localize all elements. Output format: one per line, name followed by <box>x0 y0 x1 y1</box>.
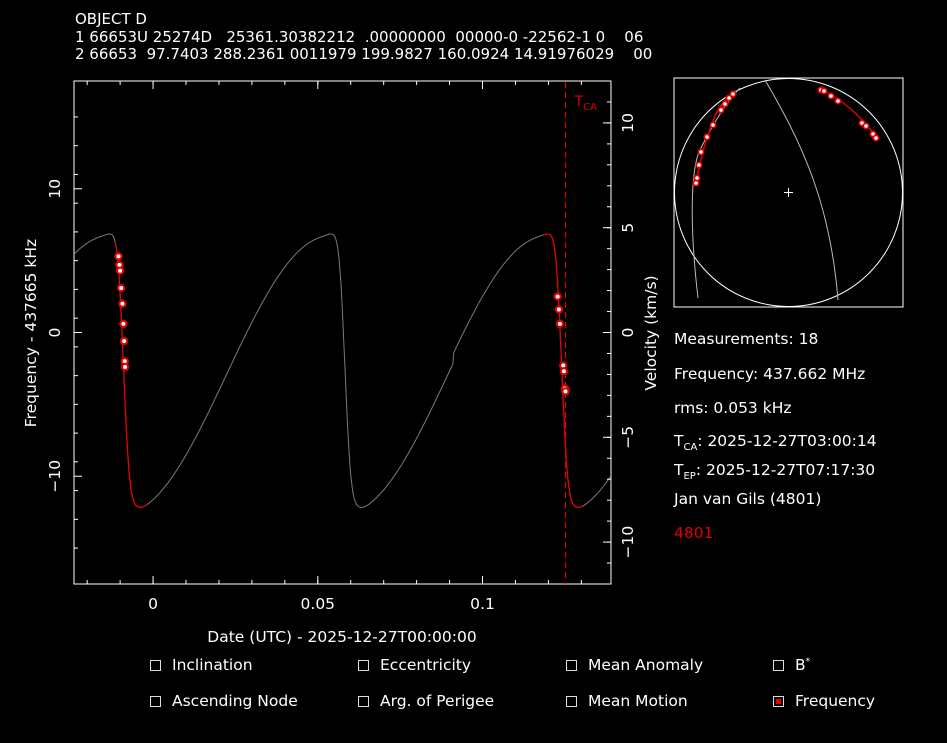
object-title: OBJECT D <box>75 10 147 28</box>
y2-tick-label: 5 <box>619 223 637 233</box>
bstar-check-box[interactable] <box>773 659 784 671</box>
mean-anomaly-checkbox[interactable]: Mean Anomaly <box>566 656 703 674</box>
plot-frame <box>73 80 612 585</box>
arg-perigee-check-box[interactable] <box>358 695 369 707</box>
measurement-point <box>118 268 123 273</box>
y-tick-label: 10 <box>46 179 64 199</box>
eccentricity-check-box[interactable] <box>358 659 369 671</box>
bstar-checkbox[interactable]: B* <box>773 656 810 674</box>
frequency-label: Frequency <box>795 692 876 710</box>
frequency-check-box[interactable] <box>773 695 784 707</box>
y2-tick-label: −5 <box>619 426 637 449</box>
x-tick-label: 0 <box>148 595 158 613</box>
ascending-node-check-box[interactable] <box>150 695 161 707</box>
mean-motion-checkbox[interactable]: Mean Motion <box>566 692 688 710</box>
measurement-point <box>122 359 127 364</box>
measurement-point <box>122 339 127 344</box>
arg-perigee-label: Arg. of Perigee <box>380 692 495 710</box>
y-axis-label: Frequency - 437665 kHz <box>22 239 40 427</box>
ascending-node-label: Ascending Node <box>172 692 298 710</box>
measurement-point <box>120 301 125 306</box>
measurement-point <box>117 262 122 267</box>
x-tick-label: 0.05 <box>301 595 336 613</box>
measurement-point <box>116 254 121 259</box>
y2-axis-label: Velocity (km/s) <box>642 275 660 390</box>
frequency-value: Frequency: 437.662 MHz <box>674 365 866 383</box>
doppler-model-curve <box>73 233 611 508</box>
mean-anomaly-check-box[interactable] <box>566 659 577 671</box>
measurement-point <box>561 363 566 368</box>
measurement-point <box>561 369 566 374</box>
tca-label: TCA <box>574 94 598 113</box>
ascending-node-checkbox[interactable]: Ascending Node <box>150 692 298 710</box>
measurement-point <box>121 321 126 326</box>
y2-tick-label: 0 <box>619 328 637 338</box>
tle-line-2: 2 66653 97.7403 288.2361 0011979 199.982… <box>75 45 653 63</box>
measurement-point <box>556 307 561 312</box>
measurement-point <box>555 294 560 299</box>
arg-perigee-checkbox[interactable]: Arg. of Perigee <box>358 692 494 710</box>
mean-motion-check-box[interactable] <box>566 695 577 707</box>
mean-anomaly-label: Mean Anomaly <box>588 656 704 674</box>
frequency-checkbox[interactable]: Frequency <box>773 692 875 710</box>
tep-time: TEP: 2025-12-27T07:17:30 <box>674 461 876 483</box>
measurement-point <box>123 364 128 369</box>
tle-line-1: 1 66653U 25274D 25361.30382212 .00000000… <box>75 28 644 46</box>
inclination-checkbox[interactable]: Inclination <box>150 656 253 674</box>
site-id: 4801 <box>674 524 714 542</box>
measurements-count: Measurements: 18 <box>674 330 819 348</box>
x-axis-label: Date (UTC) - 2025-12-27T00:00:00 <box>207 628 476 646</box>
y2-tick-label: −10 <box>619 526 637 559</box>
mean-motion-label: Mean Motion <box>588 692 688 710</box>
inclination-check-box[interactable] <box>150 659 161 671</box>
fit-curve-pass-1 <box>114 241 148 509</box>
measurement-point <box>563 389 568 394</box>
measurement-point <box>557 321 562 326</box>
rms-value: rms: 0.053 kHz <box>674 399 792 417</box>
y-tick-label: −10 <box>46 460 64 493</box>
eccentricity-checkbox[interactable]: Eccentricity <box>358 656 471 674</box>
measurement-point <box>119 285 124 290</box>
inclination-label: Inclination <box>172 656 253 674</box>
y2-tick-label: 10 <box>619 113 637 133</box>
bstar-label: B* <box>795 656 811 674</box>
y-tick-label: 0 <box>46 328 64 338</box>
x-tick-label: 0.1 <box>470 595 495 613</box>
tca-time: TCA: 2025-12-27T03:00:14 <box>674 432 877 454</box>
eccentricity-label: Eccentricity <box>380 656 472 674</box>
observer-name: Jan van Gils (4801) <box>674 490 822 508</box>
